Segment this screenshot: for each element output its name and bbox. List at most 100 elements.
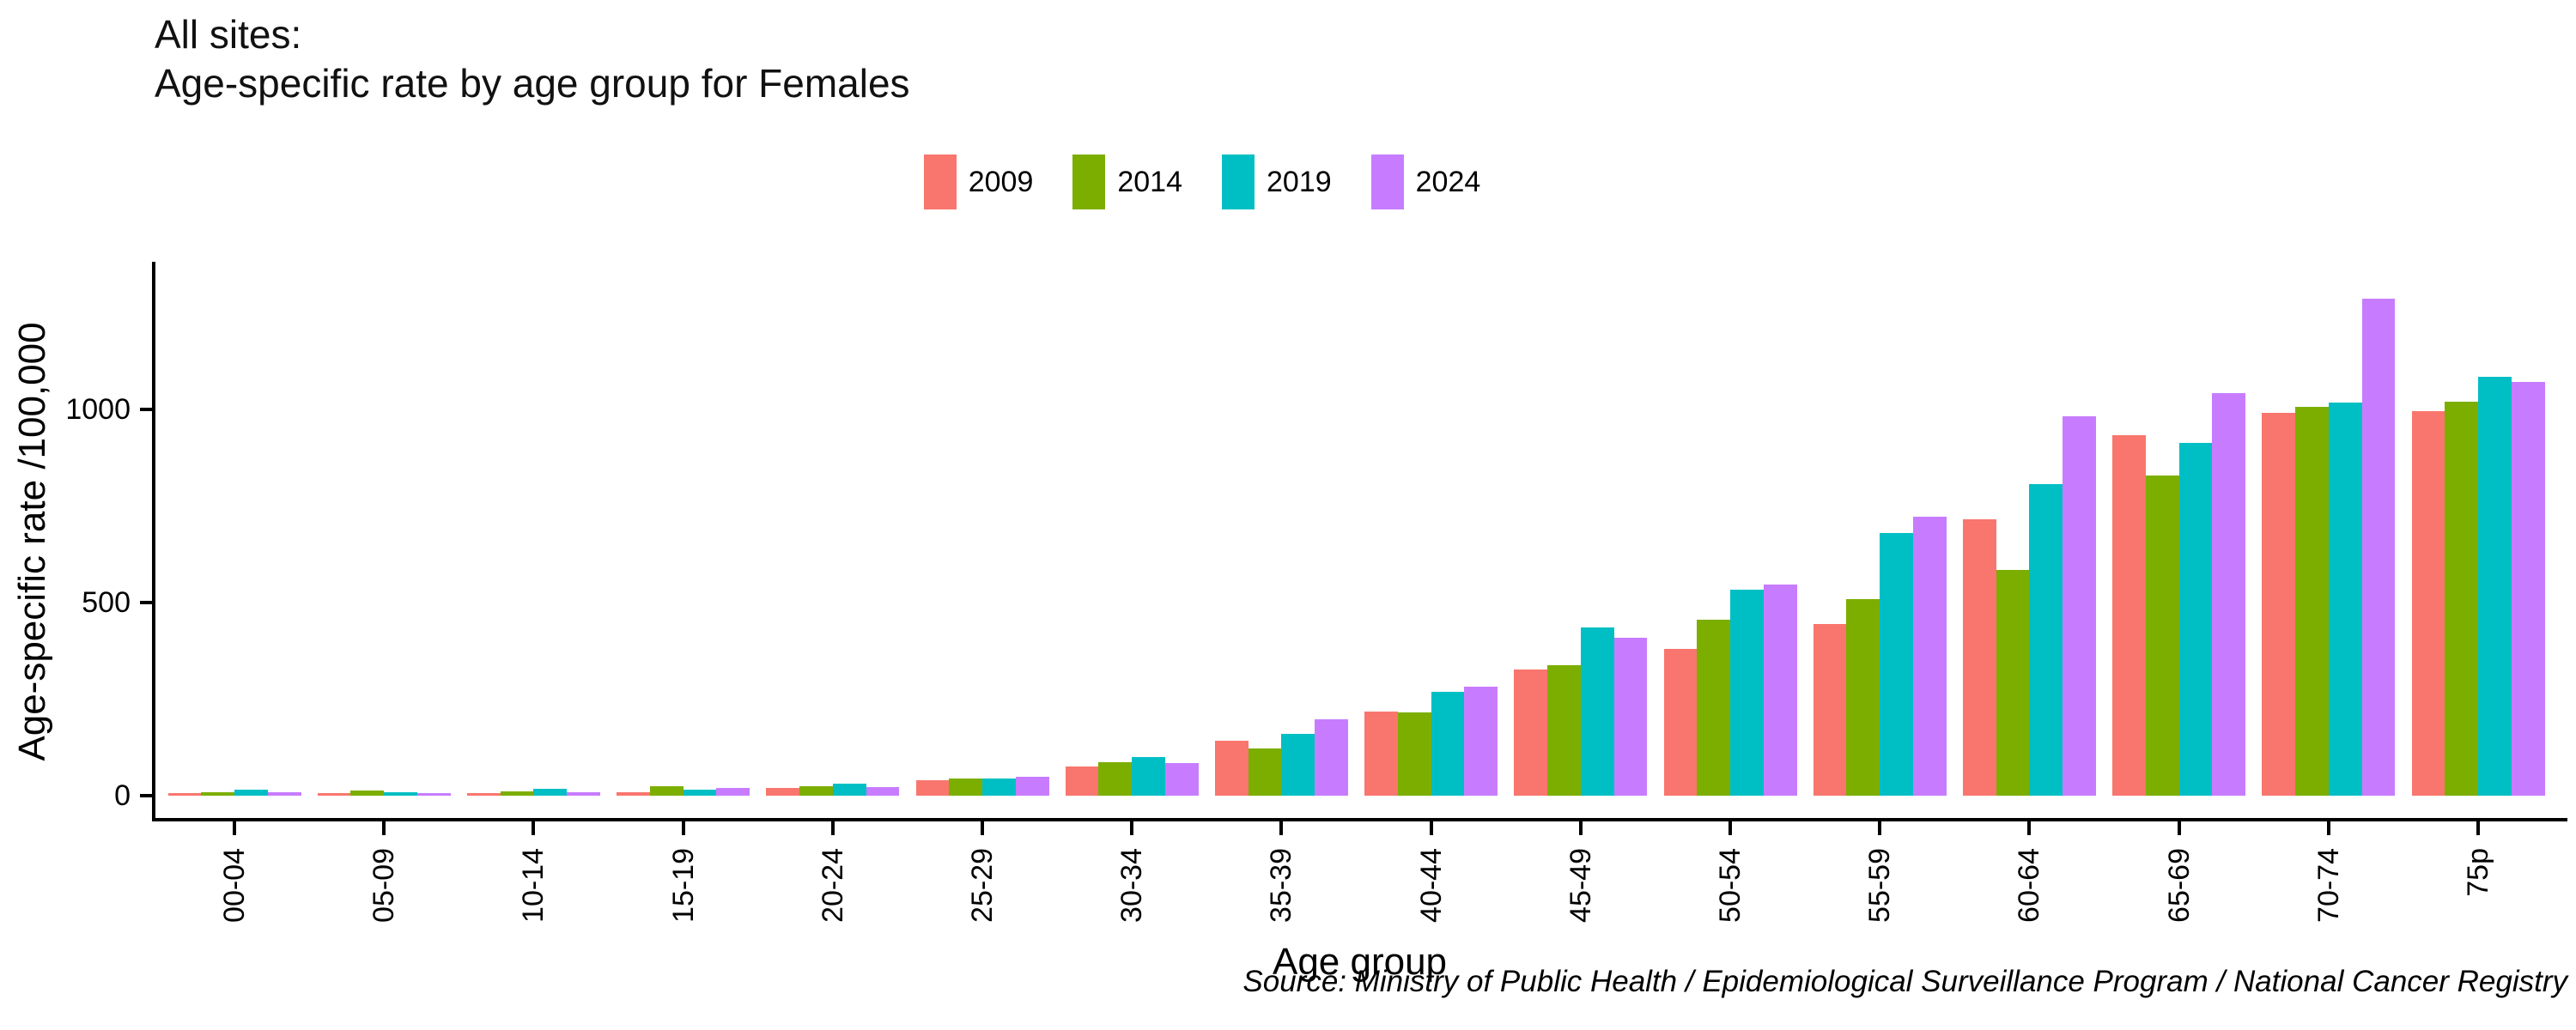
x-tick-mark (681, 821, 685, 835)
x-tick-mark (981, 821, 984, 835)
bar-2014-35-39 (1248, 748, 1282, 796)
bar-2019-00-04 (234, 789, 268, 796)
bar-2014-05-09 (350, 791, 385, 796)
bar-2014-60-64 (1996, 570, 2030, 796)
y-tick-label: 0 (114, 779, 131, 812)
bar-2024-15-19 (716, 788, 750, 796)
bar-2009-50-54 (1663, 649, 1698, 796)
bar-2024-50-54 (1763, 584, 1797, 796)
bar-2009-65-69 (2112, 434, 2146, 796)
bar-2009-75p (2411, 411, 2445, 796)
bar-2009-00-04 (167, 792, 202, 796)
bar-2019-20-24 (832, 784, 866, 796)
bar-2009-70-74 (2262, 413, 2296, 796)
bar-2019-60-64 (2029, 484, 2063, 796)
bar-2014-65-69 (2145, 475, 2179, 796)
bar-2024-55-59 (1912, 516, 1947, 796)
bar-2009-45-49 (1514, 669, 1548, 796)
y-tick-mark (140, 601, 152, 604)
bar-2024-35-39 (1315, 718, 1348, 796)
bar-2014-40-44 (1397, 712, 1431, 796)
legend-label-2009: 2009 (968, 165, 1034, 198)
bar-2019-15-19 (683, 789, 717, 796)
bar-2019-70-74 (2328, 403, 2362, 796)
bar-2014-70-74 (2295, 407, 2329, 796)
bar-2009-55-59 (1813, 624, 1847, 796)
bar-2014-15-19 (649, 786, 683, 796)
bar-2009-30-34 (1065, 766, 1099, 796)
x-tick-mark (1130, 821, 1134, 835)
bar-2019-55-59 (1880, 533, 1913, 796)
bar-2024-75p (2511, 382, 2545, 796)
bar-2024-20-24 (866, 786, 900, 796)
bar-2019-75p (2478, 377, 2512, 796)
x-tick-mark (2177, 821, 2181, 835)
bar-2014-55-59 (1846, 598, 1880, 796)
bar-2009-35-39 (1214, 741, 1249, 796)
chart-title-line1: All sites: (155, 12, 302, 57)
bar-2019-65-69 (2178, 443, 2213, 796)
y-tick-label: 500 (82, 586, 131, 619)
x-tick-mark (830, 821, 835, 835)
y-axis-title: Age-specific rate /100,000 (11, 322, 53, 761)
bar-2024-25-29 (1015, 776, 1049, 796)
legend-label-2024: 2024 (1415, 165, 1481, 198)
bar-2019-50-54 (1730, 589, 1764, 796)
legend-item-2009: 2009 (923, 154, 1034, 209)
legend-swatch-2009 (923, 154, 957, 209)
x-tick-mark (2326, 821, 2330, 835)
legend-swatch-2019 (1222, 154, 1255, 209)
x-tick-mark (1279, 821, 1284, 835)
bar-2019-45-49 (1580, 627, 1614, 796)
x-tick-mark (532, 821, 536, 835)
legend-swatch-2024 (1370, 154, 1404, 209)
bar-2019-10-14 (533, 789, 568, 796)
bar-2019-25-29 (982, 779, 1016, 796)
bar-2014-45-49 (1547, 664, 1581, 796)
chart-title-line2: Age-specific rate by age group for Femal… (155, 61, 910, 106)
bar-2009-15-19 (617, 791, 650, 796)
y-tick-mark (140, 408, 152, 411)
x-tick-mark (2476, 821, 2480, 835)
bar-2014-20-24 (799, 786, 833, 796)
source-note: Source: Ministry of Public Health / Epid… (1242, 965, 2567, 998)
x-tick-mark (233, 821, 236, 835)
chart-legend: 2009 2014 2019 2024 (0, 154, 2404, 209)
x-tick-mark (382, 821, 386, 835)
legend-label-2014: 2014 (1117, 165, 1182, 198)
bar-2009-25-29 (915, 780, 950, 796)
x-tick-mark (1728, 821, 1732, 835)
x-tick-mark (1878, 821, 1882, 835)
bar-2014-30-34 (1098, 762, 1133, 796)
bar-2024-45-49 (1613, 638, 1648, 796)
legend-item-2014: 2014 (1072, 154, 1182, 209)
legend-item-2024: 2024 (1370, 154, 1481, 209)
bar-2009-40-44 (1364, 712, 1398, 796)
y-tick-mark (140, 794, 152, 797)
bar-2019-05-09 (384, 791, 417, 796)
legend-item-2019: 2019 (1222, 154, 1332, 209)
bar-2024-70-74 (2361, 299, 2396, 796)
bar-2019-40-44 (1431, 691, 1465, 796)
legend-swatch-2014 (1072, 154, 1106, 209)
bar-2014-25-29 (949, 779, 982, 796)
bar-2014-00-04 (201, 791, 234, 796)
legend-label-2019: 2019 (1267, 165, 1332, 198)
bar-2014-50-54 (1697, 619, 1730, 796)
plot-panel (152, 262, 2567, 821)
chart-title: All sites: Age-specific rate by age group… (155, 10, 910, 108)
bar-2009-20-24 (766, 788, 800, 796)
x-tick-mark (1429, 821, 1433, 835)
x-axis-title: Age group (1272, 941, 1448, 983)
bar-2024-30-34 (1164, 762, 1199, 796)
bar-2024-05-09 (416, 793, 451, 796)
bar-2024-00-04 (267, 791, 301, 796)
bar-2024-40-44 (1464, 687, 1498, 796)
bar-2009-05-09 (317, 792, 351, 796)
bar-2019-35-39 (1281, 734, 1315, 796)
bar-2024-65-69 (2212, 393, 2246, 796)
bar-2014-75p (2445, 402, 2478, 796)
bar-2024-60-64 (2063, 416, 2096, 796)
bar-2014-10-14 (500, 791, 534, 796)
